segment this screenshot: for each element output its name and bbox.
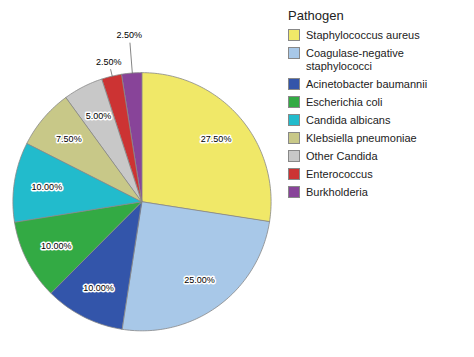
svg-text:2.50%: 2.50% <box>117 30 143 40</box>
html-text:Candida albicans: Candida albicans <box>306 114 391 126</box>
html-text:Enterococcus: Enterococcus <box>306 168 373 180</box>
html-text:Other Candida: Other Candida <box>306 150 378 162</box>
html-text:Acinetobacter baumannii: Acinetobacter baumannii <box>306 78 428 90</box>
svg-text:10.00%: 10.00% <box>83 283 114 293</box>
svg-text:10.00%: 10.00% <box>41 241 72 251</box>
svg-text:10.00%: 10.00% <box>32 182 63 192</box>
svg-text:2.50%: 2.50% <box>96 57 122 67</box>
html-text:Klebsiella pneumoniae: Klebsiella pneumoniae <box>306 132 417 144</box>
html-text:Coagulase-negative staphylococ: Coagulase-negative staphylococci <box>306 47 404 72</box>
svg-text:7.50%: 7.50% <box>56 134 82 144</box>
html-text:Burkholderia: Burkholderia <box>306 186 368 198</box>
html-text:Staphylococcus aureus: Staphylococcus aureus <box>306 29 420 41</box>
html-text:Pathogen: Pathogen <box>288 8 344 23</box>
html-text:Escherichia coli: Escherichia coli <box>306 96 383 108</box>
svg-text:5.00%: 5.00% <box>86 111 112 121</box>
svg-text:25.00%: 25.00% <box>184 275 215 285</box>
svg-text:27.50%: 27.50% <box>201 134 232 144</box>
